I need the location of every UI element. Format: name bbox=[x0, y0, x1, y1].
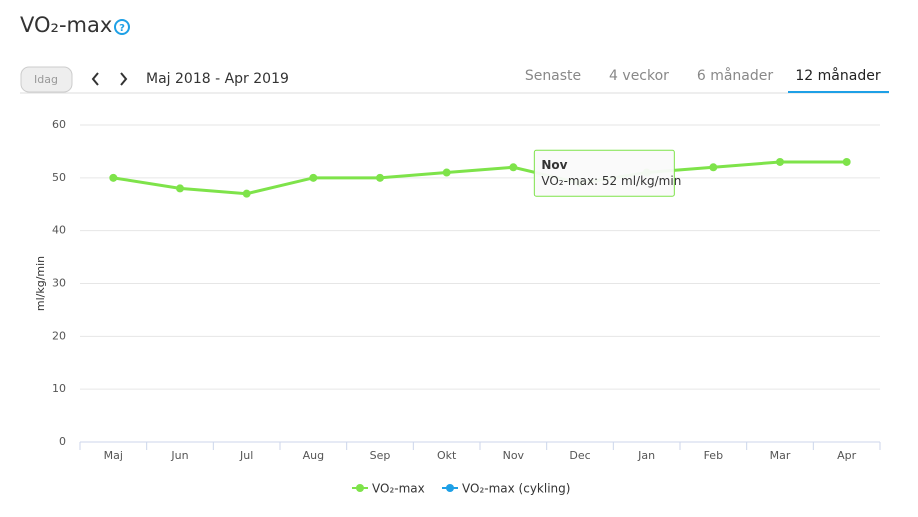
y-tick-label: 40 bbox=[52, 224, 66, 237]
x-tick-label: Aug bbox=[303, 449, 324, 462]
x-tick-label: Feb bbox=[704, 449, 723, 462]
point[interactable] bbox=[109, 173, 118, 182]
legend-label[interactable]: VO₂-max bbox=[372, 482, 425, 496]
x-tick-label: Maj bbox=[104, 449, 123, 462]
point[interactable] bbox=[842, 157, 851, 166]
point[interactable] bbox=[442, 168, 451, 177]
today-button-text: Idag bbox=[34, 73, 58, 86]
legend-dot bbox=[446, 484, 454, 492]
today-button[interactable] bbox=[20, 66, 73, 93]
tab[interactable]: 6 månader bbox=[697, 67, 774, 84]
tab[interactable]: 4 veckor bbox=[609, 68, 669, 84]
point[interactable] bbox=[309, 173, 318, 182]
y-tick-label: 0 bbox=[59, 435, 66, 448]
x-tick-label: Nov bbox=[503, 449, 525, 462]
tooltip-box bbox=[533, 149, 675, 197]
point[interactable] bbox=[709, 163, 718, 172]
point[interactable] bbox=[376, 173, 384, 182]
tooltip-title: Nov bbox=[541, 158, 567, 172]
y-tick-label: 10 bbox=[52, 382, 66, 395]
next-button[interactable] bbox=[120, 72, 128, 86]
help-icon[interactable] bbox=[114, 19, 130, 35]
page-title: VO₂-max bbox=[20, 13, 112, 37]
tooltip-text: VO₂-max: 52 ml/kg/min bbox=[541, 174, 681, 188]
point[interactable] bbox=[509, 163, 518, 172]
x-tick-label: Jun bbox=[170, 449, 188, 462]
point[interactable] bbox=[776, 157, 784, 166]
x-tick-label: Mar bbox=[770, 449, 791, 462]
y-tick-label: 60 bbox=[52, 118, 66, 131]
tab[interactable]: Senaste bbox=[525, 68, 581, 84]
x-tick-label: Dec bbox=[569, 449, 590, 462]
point[interactable] bbox=[242, 189, 251, 198]
legend-dot bbox=[356, 484, 364, 492]
x-tick-label: Jan bbox=[637, 449, 655, 462]
point[interactable] bbox=[176, 184, 184, 193]
y-tick-label: 20 bbox=[52, 329, 66, 342]
prev-button[interactable] bbox=[91, 72, 99, 86]
help-icon-text: ? bbox=[119, 23, 125, 34]
x-tick-label: Apr bbox=[837, 449, 857, 462]
x-tick-label: Jul bbox=[239, 449, 253, 462]
date-range: Maj 2018 - Apr 2019 bbox=[146, 71, 289, 87]
series-line bbox=[113, 160, 847, 196]
tab[interactable]: 12 månader bbox=[795, 67, 880, 84]
y-axis-label: ml/kg/min bbox=[34, 256, 47, 311]
x-tick-label: Okt bbox=[437, 449, 457, 462]
x-tick-label: Sep bbox=[370, 449, 391, 462]
active-tab-underline bbox=[788, 91, 889, 93]
y-tick-label: 30 bbox=[52, 277, 66, 290]
legend-label[interactable]: VO₂-max (cykling) bbox=[462, 482, 570, 496]
y-tick-label: 50 bbox=[52, 171, 66, 184]
